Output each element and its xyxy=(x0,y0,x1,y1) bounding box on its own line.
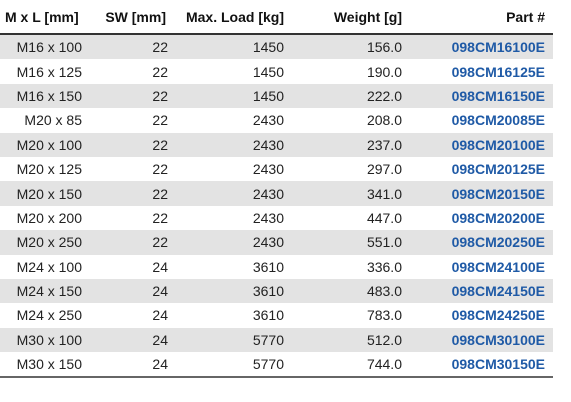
cell-weight: 336.0 xyxy=(292,254,410,279)
table-row: M24 x 250 24 3610 783.0 098CM24250E xyxy=(0,303,553,328)
cell-sw: 22 xyxy=(90,230,174,255)
cell-weight: 783.0 xyxy=(292,303,410,328)
header-sw: SW [mm] xyxy=(90,0,174,35)
cell-sw: 22 xyxy=(90,108,174,133)
cell-sw: 24 xyxy=(90,327,174,353)
cell-part-number: 098CM20250E xyxy=(410,230,553,255)
cell-max-load: 5770 xyxy=(174,327,292,353)
cell-size: M20 x 100 xyxy=(0,132,90,157)
cell-size: M20 x 125 xyxy=(0,156,90,182)
table-row: M20 x 125 22 2430 297.0 098CM20125E xyxy=(0,156,553,182)
cell-size: M16 x 125 xyxy=(0,59,90,84)
cell-size: M20 x 200 xyxy=(0,205,90,231)
cell-size: M30 x 150 xyxy=(0,352,90,377)
table-row: M20 x 85 22 2430 208.0 098CM20085E xyxy=(0,108,553,133)
cell-max-load: 2430 xyxy=(174,181,292,206)
cell-size: M30 x 100 xyxy=(0,327,90,353)
cell-weight: 190.0 xyxy=(292,59,410,84)
cell-size: M16 x 150 xyxy=(0,83,90,109)
cell-sw: 22 xyxy=(90,156,174,182)
cell-part-number: 098CM16125E xyxy=(410,59,553,84)
cell-max-load: 2430 xyxy=(174,156,292,182)
cell-part-number: 098CM24250E xyxy=(410,303,553,328)
table-row: M24 x 150 24 3610 483.0 098CM24150E xyxy=(0,278,553,304)
cell-part-number: 098CM24100E xyxy=(410,254,553,279)
cell-max-load: 5770 xyxy=(174,352,292,377)
table-row: M20 x 100 22 2430 237.0 098CM20100E xyxy=(0,132,553,157)
table-row: M20 x 250 22 2430 551.0 098CM20250E xyxy=(0,230,553,255)
table-bottom-rule xyxy=(0,376,553,379)
cell-part-number: 098CM20200E xyxy=(410,205,553,231)
product-spec-table: M x L [mm] SW [mm] Max. Load [kg] Weight… xyxy=(0,0,553,377)
cell-max-load: 2430 xyxy=(174,205,292,231)
cell-sw: 22 xyxy=(90,83,174,109)
cell-max-load: 1450 xyxy=(174,59,292,84)
cell-weight: 156.0 xyxy=(292,34,410,60)
header-weight: Weight [g] xyxy=(292,0,410,35)
cell-part-number: 098CM16150E xyxy=(410,83,553,109)
cell-max-load: 2430 xyxy=(174,132,292,157)
cell-sw: 24 xyxy=(90,278,174,304)
cell-size: M24 x 150 xyxy=(0,278,90,304)
cell-size: M24 x 250 xyxy=(0,303,90,328)
cell-part-number: 098CM16100E xyxy=(410,34,553,60)
cell-max-load: 2430 xyxy=(174,108,292,133)
table-row: M24 x 100 24 3610 336.0 098CM24100E xyxy=(0,254,553,279)
cell-weight: 512.0 xyxy=(292,327,410,353)
cell-sw: 22 xyxy=(90,205,174,231)
cell-max-load: 3610 xyxy=(174,303,292,328)
header-part-number: Part # xyxy=(410,0,553,35)
cell-part-number: 098CM24150E xyxy=(410,278,553,304)
cell-weight: 297.0 xyxy=(292,156,410,182)
cell-sw: 22 xyxy=(90,181,174,206)
cell-weight: 551.0 xyxy=(292,230,410,255)
cell-sw: 22 xyxy=(90,34,174,60)
header-size: M x L [mm] xyxy=(0,0,90,35)
cell-size: M20 x 85 xyxy=(0,108,90,133)
cell-weight: 744.0 xyxy=(292,352,410,377)
cell-weight: 208.0 xyxy=(292,108,410,133)
table-row: M16 x 125 22 1450 190.0 098CM16125E xyxy=(0,59,553,84)
cell-sw: 22 xyxy=(90,132,174,157)
cell-max-load: 1450 xyxy=(174,83,292,109)
cell-sw: 24 xyxy=(90,303,174,328)
cell-max-load: 1450 xyxy=(174,34,292,60)
table-row: M16 x 100 22 1450 156.0 098CM16100E xyxy=(0,34,553,60)
cell-max-load: 2430 xyxy=(174,230,292,255)
cell-weight: 222.0 xyxy=(292,83,410,109)
cell-part-number: 098CM20100E xyxy=(410,132,553,157)
cell-weight: 341.0 xyxy=(292,181,410,206)
table-row: M30 x 150 24 5770 744.0 098CM30150E xyxy=(0,352,553,377)
table-body: M16 x 100 22 1450 156.0 098CM16100E M16 x 125… xyxy=(0,34,553,377)
table-row: M20 x 200 22 2430 447.0 098CM20200E xyxy=(0,205,553,231)
cell-part-number: 098CM30150E xyxy=(410,352,553,377)
cell-part-number: 098CM30100E xyxy=(410,327,553,353)
cell-max-load: 3610 xyxy=(174,254,292,279)
cell-sw: 24 xyxy=(90,352,174,377)
product-spec-table-container: M x L [mm] SW [mm] Max. Load [kg] Weight… xyxy=(0,0,553,379)
cell-size: M16 x 100 xyxy=(0,34,90,60)
cell-weight: 447.0 xyxy=(292,205,410,231)
table-row: M30 x 100 24 5770 512.0 098CM30100E xyxy=(0,327,553,353)
cell-weight: 483.0 xyxy=(292,278,410,304)
cell-max-load: 3610 xyxy=(174,278,292,304)
cell-size: M20 x 150 xyxy=(0,181,90,206)
header-row: M x L [mm] SW [mm] Max. Load [kg] Weight… xyxy=(0,0,553,35)
cell-sw: 22 xyxy=(90,59,174,84)
table-row: M16 x 150 22 1450 222.0 098CM16150E xyxy=(0,83,553,109)
cell-size: M24 x 100 xyxy=(0,254,90,279)
header-max-load: Max. Load [kg] xyxy=(174,0,292,35)
cell-part-number: 098CM20085E xyxy=(410,108,553,133)
table-row: M20 x 150 22 2430 341.0 098CM20150E xyxy=(0,181,553,206)
cell-part-number: 098CM20125E xyxy=(410,156,553,182)
cell-weight: 237.0 xyxy=(292,132,410,157)
cell-size: M20 x 250 xyxy=(0,230,90,255)
cell-sw: 24 xyxy=(90,254,174,279)
table-header: M x L [mm] SW [mm] Max. Load [kg] Weight… xyxy=(0,0,553,35)
cell-part-number: 098CM20150E xyxy=(410,181,553,206)
